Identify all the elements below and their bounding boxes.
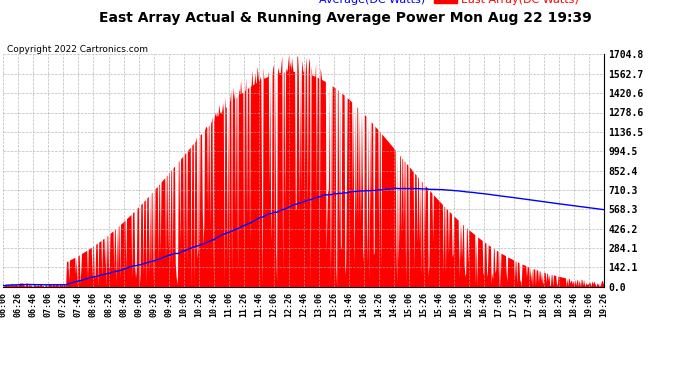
Text: East Array Actual & Running Average Power Mon Aug 22 19:39: East Array Actual & Running Average Powe… [99,11,591,25]
Legend: Average(DC Watts), East Array(DC Watts): Average(DC Watts), East Array(DC Watts) [288,0,583,9]
Text: Copyright 2022 Cartronics.com: Copyright 2022 Cartronics.com [7,45,148,54]
